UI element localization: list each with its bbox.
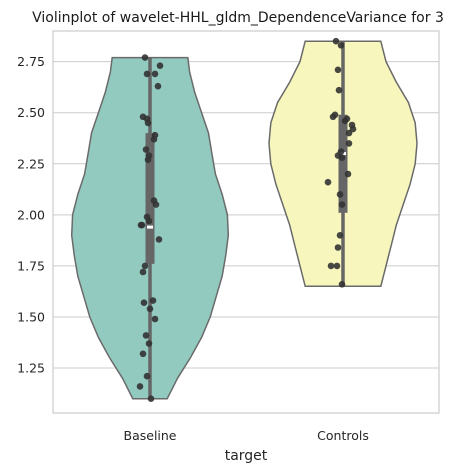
y-tick-label: 2.00 [17,207,45,222]
data-points [136,37,357,403]
data-point [140,299,148,307]
data-point [341,117,349,125]
data-point [337,42,345,49]
data-point [332,37,340,45]
x-tick-label: Baseline [124,428,177,443]
data-point [336,191,344,198]
data-point [329,113,337,121]
plot-frame [52,30,440,414]
y-tick-label: 2.75 [17,54,45,69]
data-point [151,70,159,78]
data-point [139,268,147,276]
data-point [149,297,157,304]
data-point [334,66,342,74]
data-point [143,70,151,78]
y-tick-label: 1.25 [17,361,45,376]
data-point [156,62,164,69]
data-point [142,146,150,153]
data-point [154,82,162,90]
data-point [145,217,153,225]
data-point [141,262,149,270]
data-point [345,129,353,137]
chart-title: Violinplot of wavelet-HHL_gldm_Dependenc… [32,10,444,26]
y-tick-label: 1.75 [17,258,45,273]
data-point [136,383,144,390]
data-point [151,315,159,323]
data-point [138,221,146,229]
data-point [349,125,357,133]
data-point [142,332,150,339]
median-marker-baseline [147,225,153,229]
y-tick-label: 1.50 [17,309,45,324]
data-point [141,54,149,61]
data-point [335,86,343,94]
x-tick-labels: Baseline Controls [124,428,369,443]
x-tick-label: Controls [317,428,369,443]
y-tick-label: 2.50 [17,105,45,120]
data-point [338,281,346,288]
iqr-box-controls [338,114,348,213]
data-point [345,140,353,147]
data-point [145,340,153,347]
iqr-box-baseline [145,133,155,264]
data-point [338,201,346,208]
data-point [139,350,147,358]
data-point [144,156,152,163]
data-point [334,244,342,251]
data-point [143,372,151,380]
data-point [338,154,346,161]
data-point [333,262,341,270]
data-point [327,262,335,270]
x-axis-label: target [225,448,268,464]
y-tick-labels: 1.25 1.50 1.75 2.00 2.25 2.50 2.75 [17,54,45,375]
data-point [344,170,352,178]
data-point [152,201,160,208]
violins [70,40,418,400]
y-tick-label: 2.25 [17,156,45,171]
data-point [324,178,332,186]
data-point [336,232,344,239]
data-point [155,236,163,243]
data-point [146,305,154,313]
data-point [147,395,155,403]
data-point [144,119,152,127]
data-point [150,136,158,143]
